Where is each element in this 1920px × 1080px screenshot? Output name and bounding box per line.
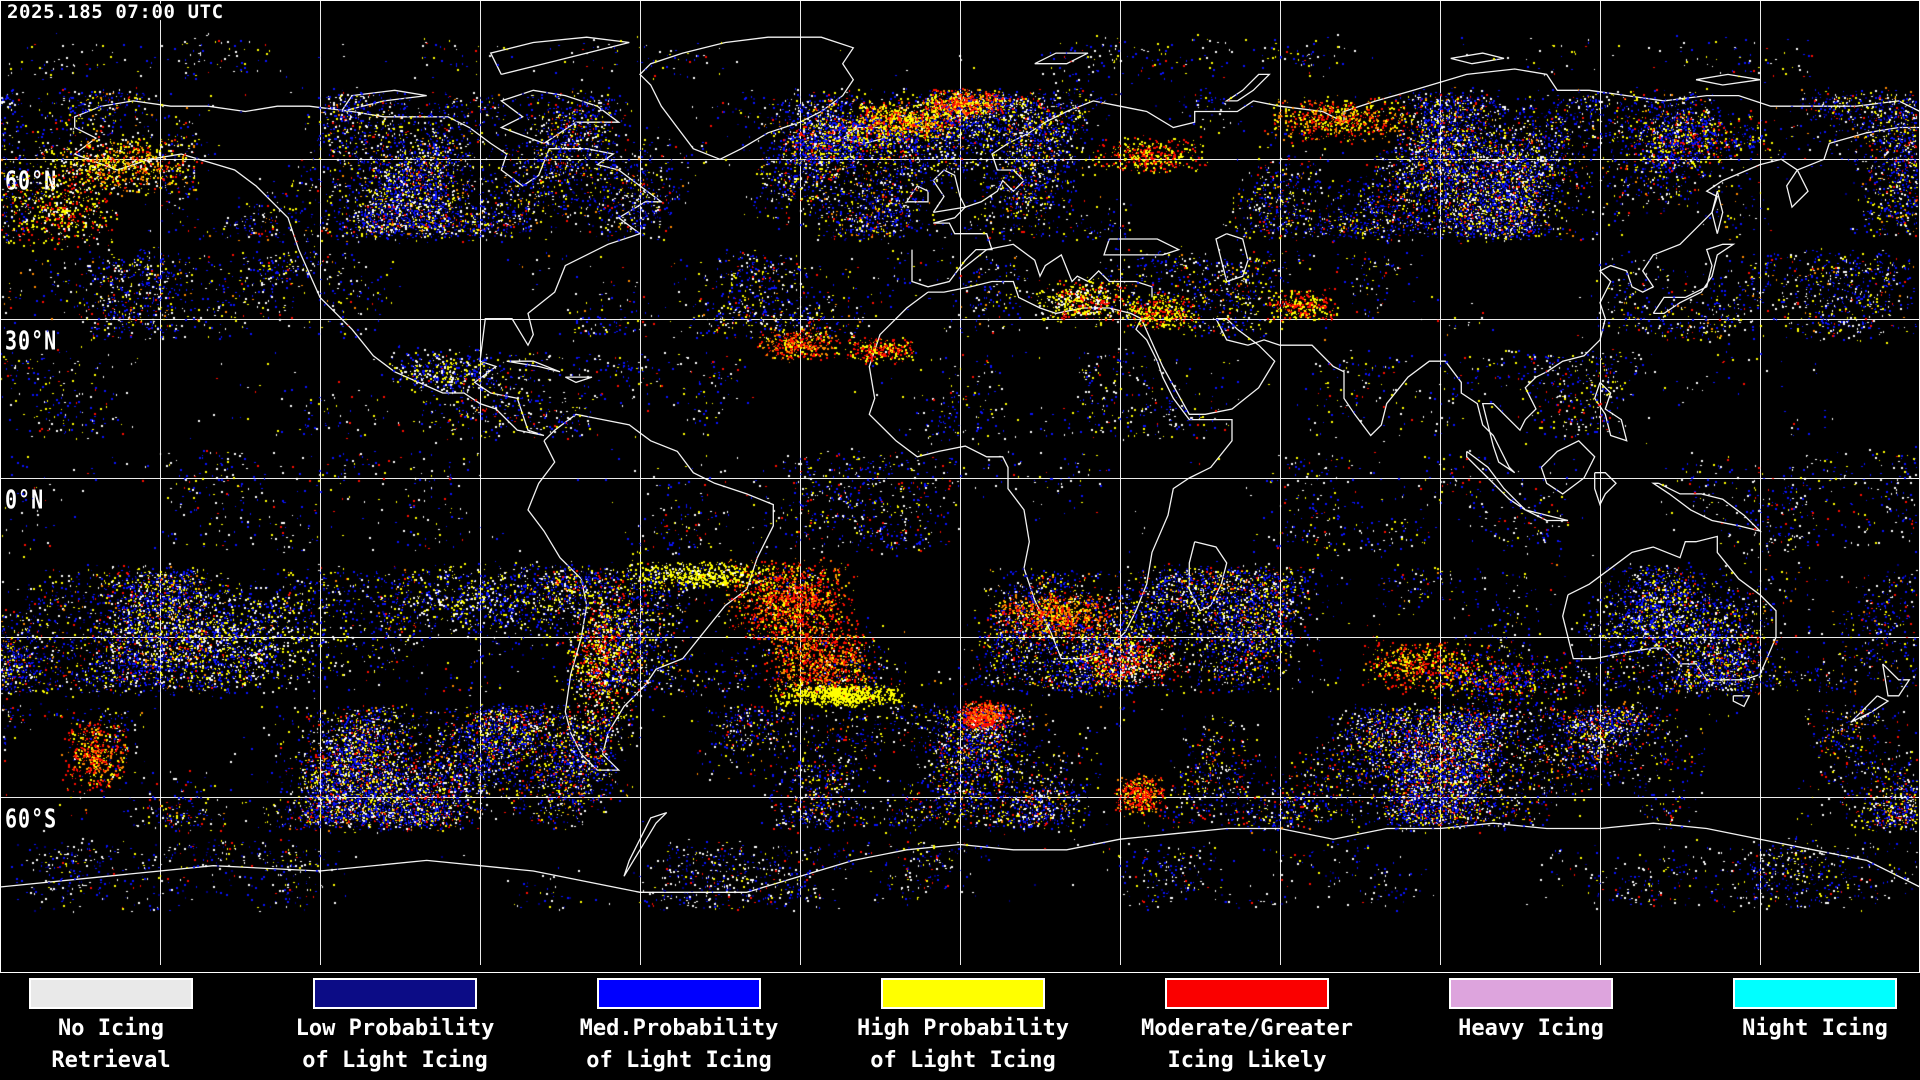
legend-swatch (881, 978, 1045, 1009)
legend-label: Heavy Icing (1458, 1016, 1604, 1041)
legend-label: Med.Probability of Light Icing (579, 1016, 779, 1073)
icing-data-layer (0, 0, 1920, 973)
legend-label: High Probability of Light Icing (857, 1016, 1069, 1073)
legend-label: Low Probability of Light Icing (295, 1016, 495, 1073)
legend-swatch (1165, 978, 1329, 1009)
world-icing-map: 60°N30°N0°N60°S 2025.185 07:00 UTC (0, 0, 1920, 973)
legend-item: Heavy Icing (1449, 973, 1733, 1080)
legend-item: Night Icing (1733, 973, 1920, 1080)
timestamp: 2025.185 07:00 UTC (7, 1, 224, 23)
legend-item: Med.Probability of Light Icing (580, 973, 881, 1080)
legend-swatch (313, 978, 477, 1009)
legend-label: Moderate/Greater Icing Likely (1141, 1016, 1353, 1073)
legend-label: No Icing Retrieval (51, 1016, 171, 1073)
legend-swatch (597, 978, 761, 1009)
legend-label: Night Icing (1742, 1016, 1888, 1041)
legend-item: Low Probability of Light Icing (296, 973, 597, 1080)
legend-swatch (29, 978, 193, 1009)
legend-item: High Probability of Light Icing (857, 973, 1165, 1080)
legend-swatch (1733, 978, 1897, 1009)
legend-item: Moderate/Greater Icing Likely (1141, 973, 1449, 1080)
legend-swatch (1449, 978, 1613, 1009)
legend: No Icing Retrieval Low Probability of Lig… (0, 973, 1920, 1080)
legend-item: No Icing Retrieval (29, 973, 313, 1080)
